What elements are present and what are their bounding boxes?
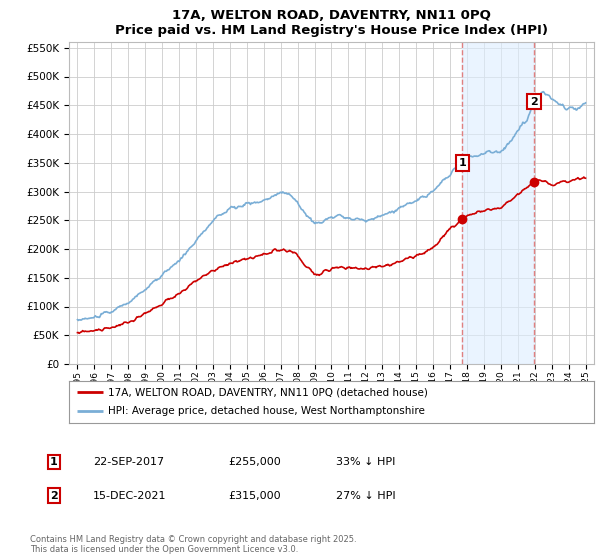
Text: 27% ↓ HPI: 27% ↓ HPI xyxy=(336,491,395,501)
Text: 15-DEC-2021: 15-DEC-2021 xyxy=(93,491,167,501)
Text: 22-SEP-2017: 22-SEP-2017 xyxy=(93,457,164,467)
Text: 1: 1 xyxy=(458,158,466,168)
Text: 17A, WELTON ROAD, DAVENTRY, NN11 0PQ (detached house): 17A, WELTON ROAD, DAVENTRY, NN11 0PQ (de… xyxy=(109,387,428,397)
Text: 33% ↓ HPI: 33% ↓ HPI xyxy=(336,457,395,467)
Text: £255,000: £255,000 xyxy=(228,457,281,467)
Text: £315,000: £315,000 xyxy=(228,491,281,501)
Text: 2: 2 xyxy=(530,96,538,106)
Bar xyxy=(463,42,534,364)
Text: 1: 1 xyxy=(50,457,58,467)
Text: 2: 2 xyxy=(50,491,58,501)
Title: 17A, WELTON ROAD, DAVENTRY, NN11 0PQ
Price paid vs. HM Land Registry's House Pri: 17A, WELTON ROAD, DAVENTRY, NN11 0PQ Pri… xyxy=(115,8,548,36)
Text: HPI: Average price, detached house, West Northamptonshire: HPI: Average price, detached house, West… xyxy=(109,407,425,417)
Text: Contains HM Land Registry data © Crown copyright and database right 2025.
This d: Contains HM Land Registry data © Crown c… xyxy=(30,535,356,554)
